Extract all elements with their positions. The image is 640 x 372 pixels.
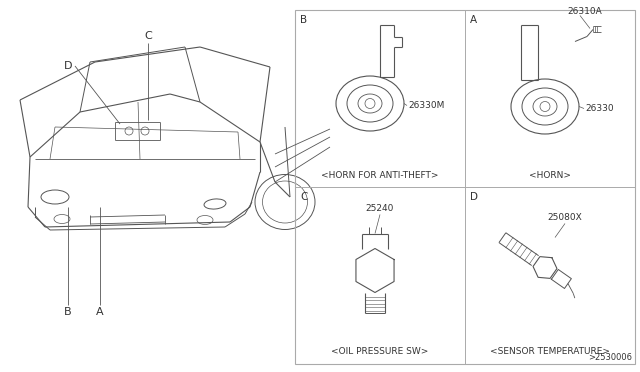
Text: 26330M: 26330M	[408, 101, 444, 110]
Text: D: D	[64, 61, 72, 71]
Bar	[295, 10, 635, 364]
Text: B: B	[64, 307, 72, 317]
Text: <HORN FOR ANTI-THEFT>: <HORN FOR ANTI-THEFT>	[321, 170, 439, 180]
Text: 26310A: 26310A	[567, 7, 602, 16]
Circle shape	[365, 99, 375, 109]
Text: 26330: 26330	[585, 104, 614, 113]
Text: C: C	[300, 192, 307, 202]
Text: D: D	[470, 192, 478, 202]
Text: 25240: 25240	[366, 204, 394, 213]
Text: <SENSOR TEMPERATURE>: <SENSOR TEMPERATURE>	[490, 347, 610, 356]
Text: A: A	[96, 307, 104, 317]
Text: B: B	[300, 15, 307, 25]
Circle shape	[540, 102, 550, 112]
Text: C: C	[144, 31, 152, 41]
Text: >2530006: >2530006	[588, 353, 632, 362]
Text: <OIL PRESSURE SW>: <OIL PRESSURE SW>	[332, 347, 429, 356]
Text: A: A	[470, 15, 477, 25]
Text: 25080X: 25080X	[548, 213, 582, 222]
Text: <HORN>: <HORN>	[529, 170, 571, 180]
